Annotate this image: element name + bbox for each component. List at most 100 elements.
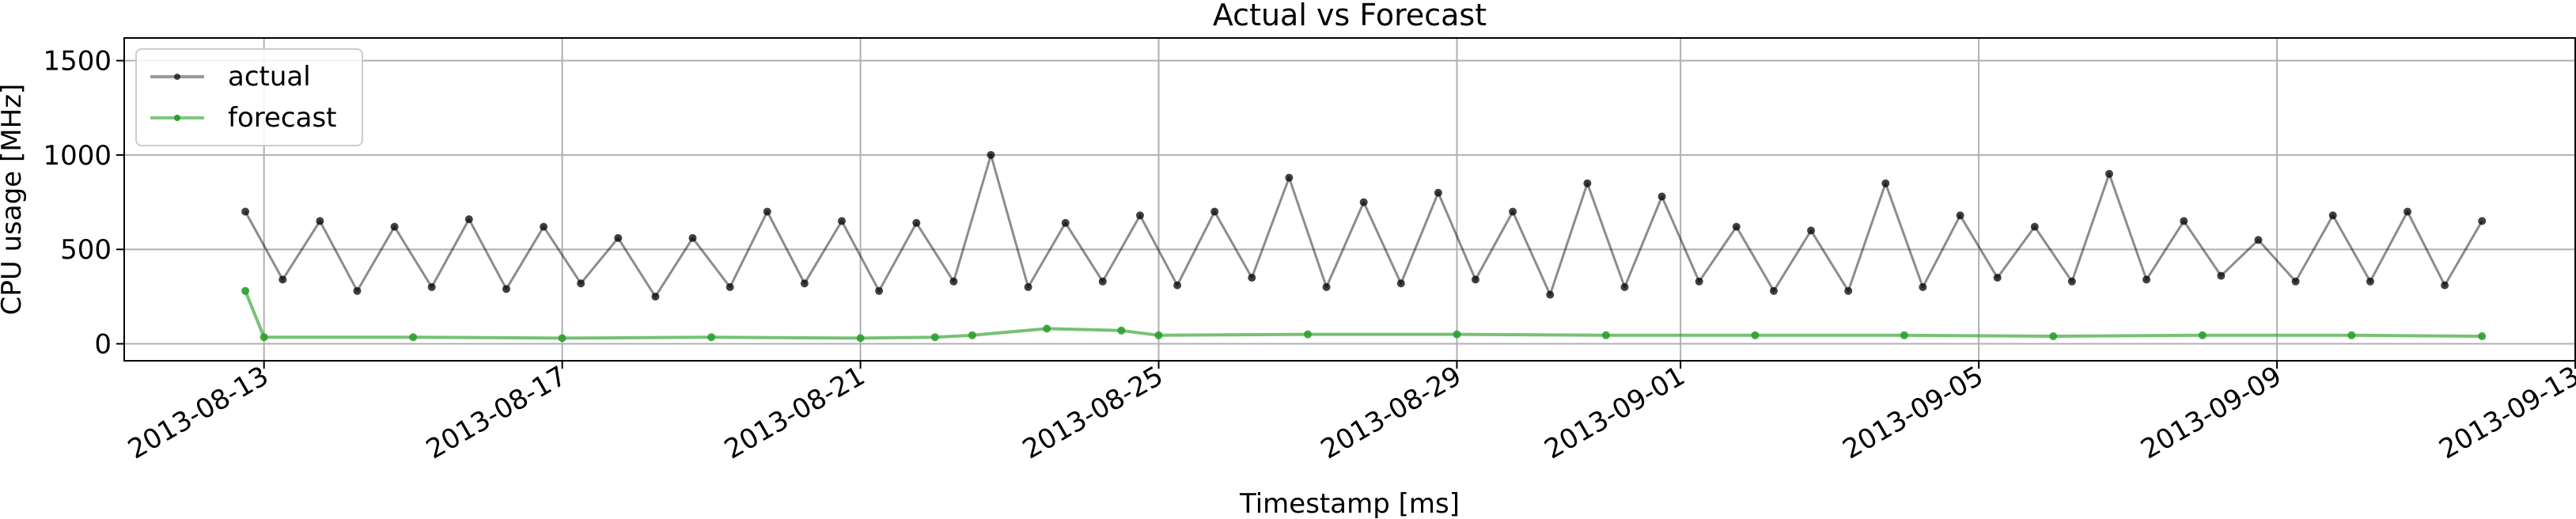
legend: actual forecast: [135, 48, 363, 146]
data-point-actual: [2180, 217, 2188, 225]
y-axis-label: CPU usage [MHz]: [0, 84, 28, 316]
data-point-actual: [912, 218, 921, 227]
data-point-forecast: [2347, 331, 2356, 339]
data-point-actual: [502, 285, 510, 294]
data-point-actual: [390, 222, 399, 231]
data-point-actual: [1136, 211, 1144, 220]
data-point-actual: [2404, 207, 2411, 216]
data-point-forecast: [1453, 330, 1461, 339]
data-point-actual: [949, 277, 958, 286]
data-point-actual: [1472, 275, 1479, 284]
data-point-actual: [577, 279, 585, 288]
data-point-forecast: [1900, 331, 1908, 339]
y-tick-label: 1500: [43, 46, 112, 78]
data-point-actual: [1844, 286, 1853, 295]
data-point-actual: [2254, 236, 2263, 244]
data-point-forecast: [1751, 331, 1760, 339]
data-point-actual: [2366, 277, 2374, 286]
x-axis-label: Timestamp [ms]: [1239, 488, 1460, 519]
data-point-actual: [1322, 282, 1331, 291]
data-point-actual: [1359, 198, 1368, 206]
data-point-actual: [763, 207, 771, 216]
data-point-actual: [1956, 211, 1964, 220]
chart-title: Actual vs Forecast: [1213, 0, 1487, 32]
data-point-actual: [875, 286, 884, 295]
y-axis: 0 500 1000 1500: [43, 46, 124, 361]
legend-actual-label: actual: [228, 61, 311, 93]
data-point-forecast: [1117, 326, 1126, 335]
data-point-actual: [651, 292, 660, 301]
data-point-actual: [1509, 207, 1517, 216]
legend-frame: [135, 48, 363, 146]
data-point-forecast: [2478, 332, 2487, 340]
data-point-actual: [1695, 277, 1703, 286]
data-point-actual: [1210, 207, 1219, 216]
data-point-forecast: [241, 286, 250, 295]
legend-forecast-label: forecast: [228, 102, 337, 134]
data-point-actual: [2105, 169, 2113, 178]
series-layer: [241, 150, 2487, 343]
data-point-forecast: [856, 334, 865, 343]
data-point-actual: [1657, 192, 1666, 201]
data-point-forecast: [558, 334, 566, 343]
legend-forecast-marker: [174, 115, 180, 121]
data-point-actual: [1807, 226, 1816, 235]
data-point-forecast: [707, 333, 716, 342]
data-point-actual: [1248, 274, 1256, 282]
data-point-actual: [1993, 274, 2002, 282]
data-point-actual: [1061, 218, 1070, 227]
data-point-actual: [2030, 222, 2039, 231]
data-point-actual: [1434, 188, 1442, 197]
data-point-actual: [1881, 179, 1890, 188]
data-point-actual: [2441, 281, 2449, 290]
series-line-forecast: [244, 290, 2483, 340]
data-point-forecast: [1154, 331, 1163, 339]
data-point-actual: [427, 282, 436, 291]
data-point-actual: [1396, 279, 1405, 288]
data-point-actual: [464, 215, 473, 224]
data-point-actual: [1173, 281, 1182, 290]
data-point-forecast: [1601, 331, 1610, 339]
data-point-forecast: [409, 333, 418, 342]
data-point-actual: [688, 233, 697, 242]
data-point-actual: [278, 275, 287, 284]
data-point-actual: [2067, 277, 2076, 286]
data-point-actual: [1546, 290, 1555, 299]
data-point-actual: [1620, 282, 1629, 291]
data-point-actual: [614, 233, 623, 242]
legend-actual-marker: [174, 74, 180, 80]
y-tick-label: 0: [94, 329, 112, 361]
data-point-actual: [1285, 173, 1294, 182]
plot-frame: [123, 37, 2576, 362]
data-point-actual: [2291, 277, 2300, 286]
data-point-actual: [2478, 217, 2487, 225]
data-point-forecast: [259, 333, 268, 342]
data-point-actual: [316, 217, 324, 225]
data-point-forecast: [1043, 324, 1051, 333]
data-point-actual: [241, 207, 250, 216]
data-point-actual: [1770, 286, 1778, 295]
data-point-actual: [540, 222, 548, 231]
y-tick-label: 500: [60, 234, 112, 266]
y-tick-label: 1000: [43, 140, 112, 172]
data-point-actual: [1583, 179, 1592, 188]
data-point-forecast: [2049, 332, 2058, 340]
data-point-forecast: [1304, 330, 1312, 339]
data-point-actual: [1732, 222, 1741, 231]
data-point-actual: [1098, 277, 1107, 286]
data-point-actual: [2217, 271, 2226, 280]
data-point-forecast: [968, 331, 976, 339]
data-point-actual: [2142, 275, 2151, 284]
data-point-forecast: [930, 333, 939, 342]
data-point-actual: [838, 217, 846, 225]
data-point-actual: [800, 279, 809, 288]
data-point-actual: [1024, 282, 1032, 291]
data-point-actual: [353, 286, 362, 295]
data-point-forecast: [2198, 331, 2207, 339]
data-point-actual: [987, 150, 995, 159]
data-point-actual: [725, 282, 734, 291]
data-point-actual: [1919, 282, 1927, 291]
data-point-actual: [2328, 211, 2337, 220]
